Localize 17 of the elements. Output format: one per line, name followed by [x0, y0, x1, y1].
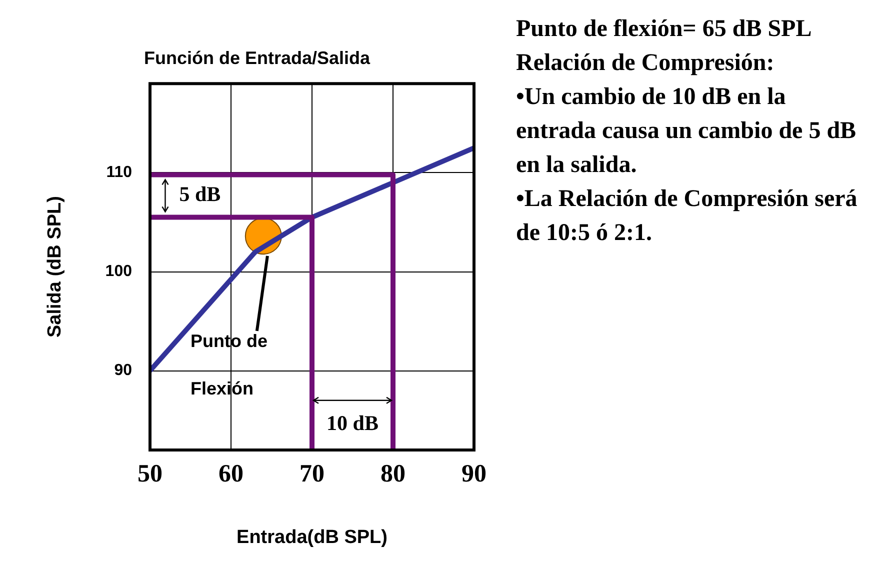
- x-tick-label: 70: [300, 460, 324, 488]
- chart-title: Función de Entrada/Salida: [144, 48, 372, 68]
- y-tick-label: 90: [114, 362, 132, 380]
- annotation: 5 dB: [179, 182, 221, 206]
- x-axis-title: Entrada(dB SPL): [236, 526, 388, 548]
- y-tick-label: 110: [106, 164, 132, 182]
- text: Relación de Compresión:: [516, 49, 776, 78]
- x-tick-label: 80: [380, 460, 406, 488]
- annotation: 10 dB: [326, 410, 378, 435]
- text: •La Relación de Compresión será de 10:5 ó 2:1.: [516, 185, 858, 248]
- x-tick-label: 90: [462, 460, 486, 488]
- x-tick-label: 60: [218, 460, 244, 488]
- y-axis-title: Salida (dB SPL): [44, 196, 66, 338]
- text: •Un cambio de 10 dB en la entrada causa un cambio de 5 dB en la salida.: [516, 83, 858, 180]
- x-tick-label: 50: [138, 460, 162, 488]
- y-tick-label: 100: [105, 263, 132, 280]
- text: Punto de flexión= 65 dB SPL: [516, 15, 813, 44]
